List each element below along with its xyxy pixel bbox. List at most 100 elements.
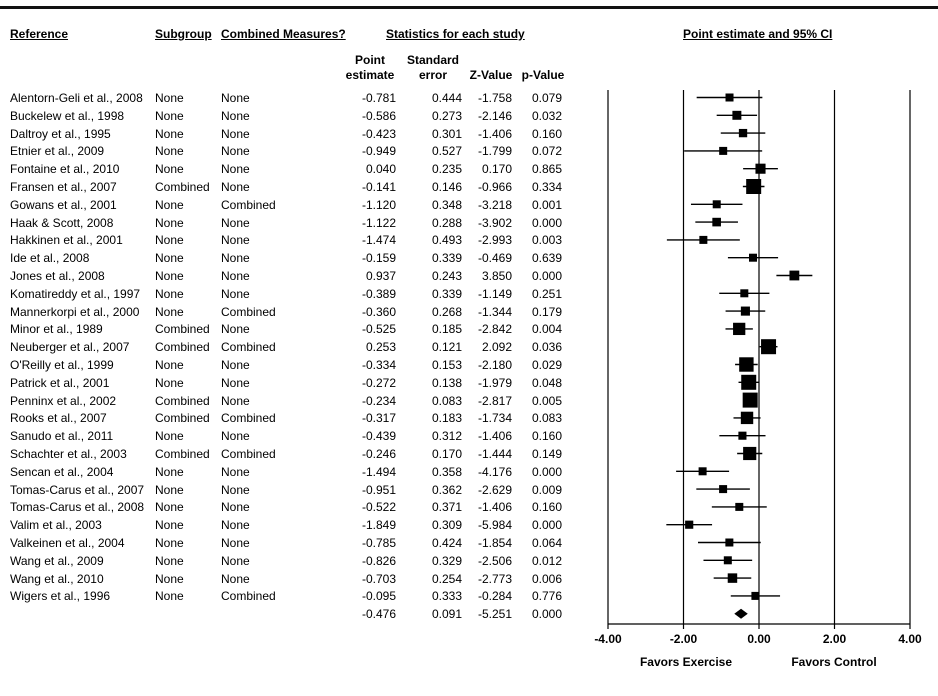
cell-p-value: 0.029 [531, 358, 562, 372]
cell-p-value: 0.000 [531, 464, 562, 479]
top-rule [0, 6, 938, 9]
cell-z-value: -2.146 [477, 108, 512, 123]
cell-point-estimate: 0.040 [365, 162, 396, 177]
cell-reference: Ide et al., 2008 [10, 251, 90, 266]
cell-point-estimate: -0.522 [361, 500, 396, 515]
cell-p-value: 0.064 [531, 536, 562, 550]
cell-subgroup: Combined [155, 411, 210, 426]
header-point-estimate-line1: Point [355, 53, 385, 67]
cell-reference: Jones et al., 2008 [10, 269, 105, 283]
x-tick-label-4: 4.00 [898, 632, 922, 646]
point-estimate-marker [699, 235, 708, 244]
cell-point-estimate: -1.474 [361, 233, 396, 248]
cell-reference: Minor et al., 1989 [10, 322, 103, 337]
cell-point-estimate: -0.246 [361, 447, 396, 461]
cell-combined: Combined [221, 197, 276, 212]
cell-z-value: -1.979 [477, 375, 512, 390]
cell-reference: Daltroy et al., 1995 [10, 126, 111, 141]
cell-combined: None [221, 375, 250, 390]
cell-reference: Hakkinen et al., 2001 [10, 233, 123, 248]
cell-standard-error: 0.362 [431, 482, 462, 497]
cell-z-value: -2.180 [477, 358, 512, 372]
point-estimate-marker [741, 374, 757, 390]
point-estimate-marker [725, 538, 734, 547]
cell-subgroup: Combined [155, 322, 210, 337]
cell-p-value: 0.004 [531, 322, 562, 337]
cell-standard-error: 0.444 [431, 91, 462, 105]
cell-standard-error: 0.329 [431, 553, 462, 568]
point-estimate-marker [685, 520, 694, 529]
cell-combined: None [221, 108, 250, 123]
cell-p-value: 0.000 [531, 215, 562, 230]
cell-z-value: -2.629 [477, 482, 512, 497]
point-estimate-marker [719, 146, 728, 155]
x-tick-label-2: 0.00 [747, 632, 771, 646]
cell-combined: Combined [221, 447, 276, 461]
point-estimate-marker [789, 270, 800, 281]
cell-reference: Alentorn-Geli et al., 2008 [10, 91, 143, 105]
cell-p-value: 0.032 [531, 108, 562, 123]
point-estimate-marker [732, 110, 742, 120]
cell-point-estimate: -0.272 [361, 375, 396, 390]
cell-reference: Sanudo et al., 2011 [10, 429, 114, 444]
cell-point-estimate: -0.141 [361, 180, 396, 194]
cell-z-value: 2.092 [481, 340, 512, 355]
cell-combined: None [221, 571, 250, 586]
cell-standard-error: 0.185 [431, 322, 462, 337]
cell-reference: Sencan et al., 2004 [10, 464, 114, 479]
cell-reference: Valim et al., 2003 [10, 518, 102, 533]
point-estimate-marker [751, 591, 760, 600]
cell-subgroup: None [155, 375, 184, 390]
cell-z-value: -1.854 [477, 536, 512, 550]
cell-reference: Komatireddy et al., 1997 [10, 286, 141, 301]
cell-reference: Valkeinen et al., 2004 [10, 536, 125, 550]
cell-subgroup: None [155, 536, 184, 550]
cell-subgroup: None [155, 429, 184, 444]
cell-z-value: -4.176 [477, 464, 512, 479]
cell-combined: None [221, 553, 250, 568]
cell-reference: Wang et al., 2009 [10, 553, 104, 568]
cell-subgroup: None [155, 286, 184, 301]
cell-reference: Neuberger et al., 2007 [10, 340, 130, 355]
point-estimate-marker [733, 322, 746, 336]
cell-z-value: -1.758 [477, 91, 512, 105]
cell-combined: None [221, 144, 250, 159]
cell-point-estimate: -0.389 [361, 286, 396, 301]
cell-p-value: 0.639 [531, 251, 562, 266]
point-estimate-marker [742, 392, 758, 408]
cell-z-value: -1.406 [477, 500, 512, 515]
cell-p-value: 0.149 [531, 447, 562, 461]
cell-z-value: -2.817 [477, 393, 512, 408]
point-estimate-marker [712, 217, 721, 227]
cell-standard-error: 0.138 [431, 375, 462, 390]
header-subgroup: Subgroup [155, 27, 212, 41]
cell-p-value: 0.160 [531, 126, 562, 141]
cell-point-estimate: -0.781 [361, 91, 396, 105]
cell-subgroup: None [155, 269, 184, 283]
point-estimate-marker [740, 411, 754, 425]
cell-point-estimate: -0.439 [361, 429, 396, 444]
cell-point-estimate: -0.360 [361, 304, 396, 319]
cell-p-value: 0.001 [531, 197, 562, 212]
cell-p-value: 0.251 [531, 286, 562, 301]
cell-combined: None [221, 429, 250, 444]
favors-exercise-label: Favors Exercise [640, 655, 732, 669]
cell-z-value: 3.850 [481, 269, 512, 283]
cell-point-estimate: -0.317 [361, 411, 396, 426]
cell-p-value: 0.048 [531, 375, 562, 390]
cell-point-estimate: -1.849 [361, 518, 396, 533]
point-estimate-marker [746, 179, 762, 194]
cell-z-value: -0.469 [477, 251, 512, 266]
cell-standard-error: 0.358 [431, 464, 462, 479]
cell-subgroup: Combined [155, 180, 210, 194]
point-estimate-marker [719, 485, 728, 494]
cell-standard-error: 0.527 [431, 144, 462, 159]
point-estimate-marker [738, 431, 747, 440]
cell-standard-error: 0.301 [431, 126, 462, 141]
cell-point-estimate: -1.122 [361, 215, 396, 230]
cell-subgroup: None [155, 482, 184, 497]
cell-combined: Combined [221, 304, 276, 319]
cell-z-value: -1.149 [477, 286, 512, 301]
cell-combined: None [221, 518, 250, 533]
